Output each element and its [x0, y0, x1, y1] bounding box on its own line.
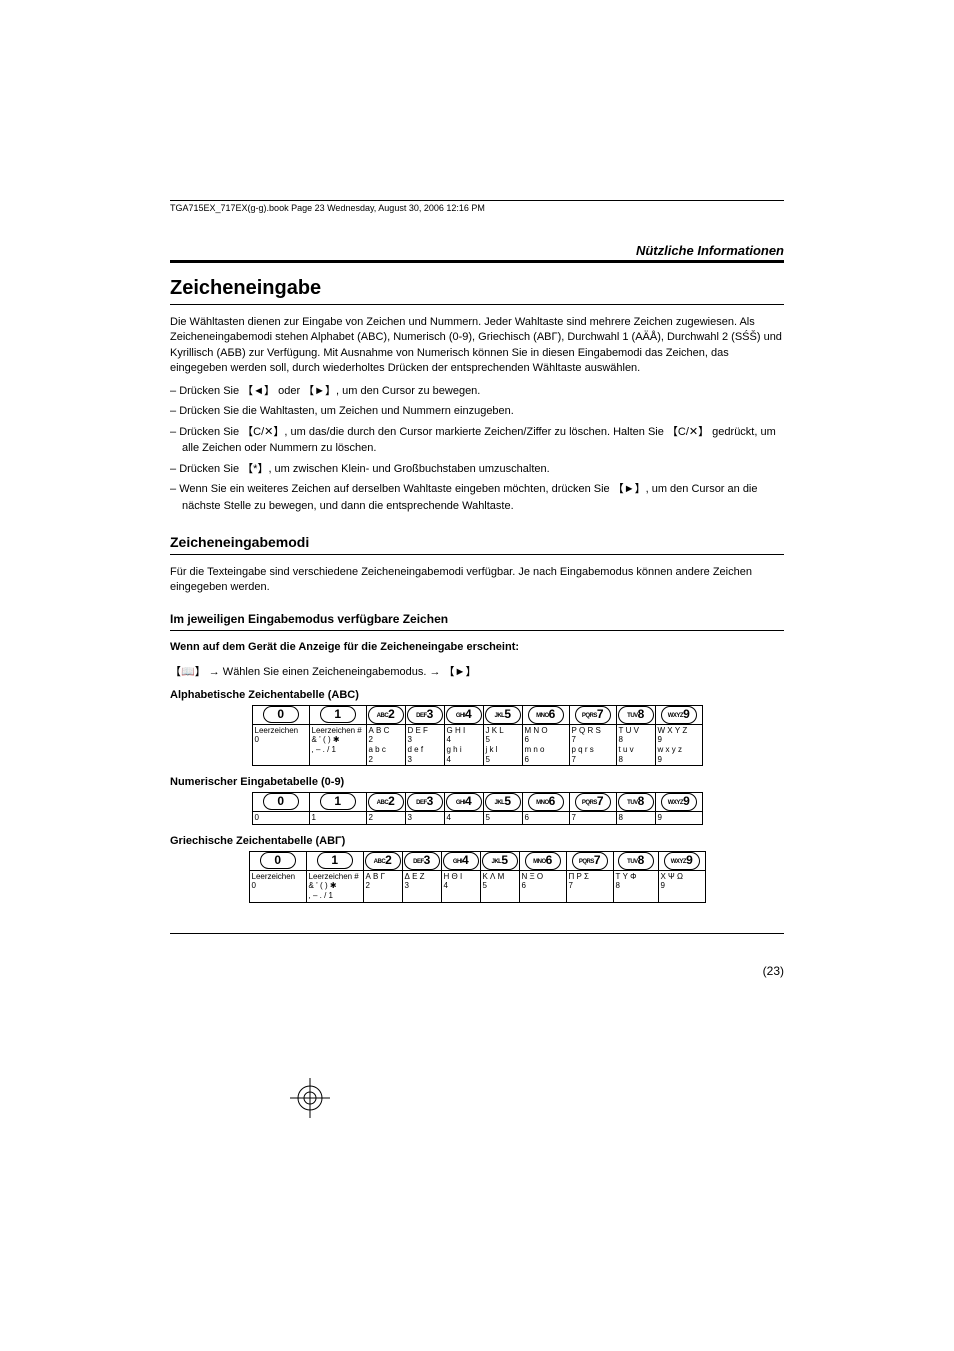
keycap-5-icon: JKL5	[482, 852, 518, 870]
keycap-8-icon: TUV8	[618, 706, 654, 724]
page-header-runner: TGA715EX_717EX(g-g).book Page 23 Wednesd…	[170, 200, 784, 213]
keycap-2-icon: ABC2	[365, 852, 401, 870]
keycap-9-icon: WXYZ9	[664, 852, 700, 870]
keycap-4-icon: GHI4	[446, 706, 482, 724]
list-item: Drücken Sie die Wahltasten, um Zeichen u…	[170, 403, 784, 420]
divider	[170, 630, 784, 631]
keycap-1-icon: 1	[320, 793, 356, 810]
table-title-num: Numerischer Eingabetabelle (0-9)	[170, 776, 784, 788]
table-cell: 7	[569, 812, 616, 825]
section-label: Nützliche Informationen	[170, 243, 784, 258]
table-cell: Leerzeichen0	[249, 870, 306, 902]
keycap-1-icon: 1	[317, 852, 353, 869]
keycap-5-icon: JKL5	[485, 793, 521, 811]
keycap-1-icon: 1	[320, 706, 356, 723]
table-cell: Leerzeichen0	[252, 724, 309, 765]
list-item: Drücken Sie 【◄】 oder 【►】, um den Cursor …	[170, 383, 784, 400]
keycap-4-icon: GHI4	[446, 793, 482, 811]
char-table-greek: 0 1 ABC2DEF3GHI4JKL5 MNO6 PQRS7 TUV8 WXYZ9 Leer…	[249, 851, 706, 903]
table-cell: J K L5j k l5	[483, 724, 522, 765]
table-cell: Κ Λ Μ5	[480, 870, 519, 902]
char-table-abc: 0 1 ABC2DEF3GHI4JKL5 MNO6 PQRS7 TUV8 WXYZ9 Leer…	[252, 705, 703, 766]
registration-mark	[290, 1078, 330, 1118]
table-cell: Χ Ψ Ω9	[658, 870, 705, 902]
table-cell: W X Y Z9w x y z9	[655, 724, 702, 765]
instruction-list: Drücken Sie 【◄】 oder 【►】, um den Cursor …	[170, 383, 784, 515]
table-cell: Leerzeichen #& ’ ( ) ✱, – . / 1	[309, 724, 366, 765]
keycap-0-icon: 0	[263, 706, 299, 723]
keycap-8-icon: TUV8	[618, 793, 654, 811]
divider	[170, 304, 784, 305]
keycap-7-icon: PQRS7	[575, 793, 611, 811]
keycap-2-icon: ABC2	[368, 706, 404, 724]
modi-paragraph: Für die Texteingabe sind verschiedene Ze…	[170, 565, 784, 596]
keycap-2-icon: ABC2	[368, 793, 404, 811]
table-cell: Leerzeichen #& ’ ( ) ✱, – . / 1	[306, 870, 363, 902]
char-table-num: 01ABC2DEF3GHI4JKL5MNO6PQRS7TUV8WXYZ90123…	[252, 792, 703, 825]
table-cell: Π Ρ Σ7	[566, 870, 613, 902]
table-cell: M N O6m n o6	[522, 724, 569, 765]
keycap-6-icon: MNO6	[525, 852, 561, 870]
table-cell: 6	[522, 812, 569, 825]
table-cell: 3	[405, 812, 444, 825]
keycap-0-icon: 0	[263, 793, 299, 810]
table-cell: 9	[655, 812, 702, 825]
table-title-abc: Alphabetische Zeichentabelle (ABC)	[170, 689, 784, 701]
list-item: Drücken Sie 【C/✕】, um das/die durch den …	[170, 424, 784, 457]
table-cell: A B C2a b c2	[366, 724, 405, 765]
page-title: Zeicheneingabe	[170, 277, 784, 300]
table-cell: G H I4g h i4	[444, 724, 483, 765]
divider	[170, 933, 784, 934]
select-line: 【📖】 → Wählen Sie einen Zeicheneingabemod…	[170, 663, 784, 679]
keycap-7-icon: PQRS7	[575, 706, 611, 724]
keycap-3-icon: DEF3	[404, 852, 440, 870]
table-cell: 2	[366, 812, 405, 825]
keycap-3-icon: DEF3	[407, 793, 443, 811]
keycap-9-icon: WXYZ9	[661, 706, 697, 724]
table-cell: T U V8t u v8	[616, 724, 655, 765]
keycap-0-icon: 0	[260, 852, 296, 869]
divider	[170, 554, 784, 555]
keycap-7-icon: PQRS7	[572, 852, 608, 870]
keycap-5-icon: JKL5	[485, 706, 521, 724]
subheading-modi: Zeicheneingabemodi	[170, 534, 784, 550]
keycap-6-icon: MNO6	[528, 706, 564, 724]
when-line: Wenn auf dem Gerät die Anzeige für die Z…	[170, 641, 784, 653]
keycap-8-icon: TUV8	[618, 852, 654, 870]
table-cell: 4	[444, 812, 483, 825]
divider	[170, 260, 784, 263]
table-cell: Δ Ε Ζ3	[402, 870, 441, 902]
intro-paragraph: Die Wähltasten dienen zur Eingabe von Ze…	[170, 315, 784, 377]
table-title-greek: Griechische Zeichentabelle (ΑΒΓ)	[170, 835, 784, 847]
page-number: (23)	[170, 964, 784, 978]
table-cell: 0	[252, 812, 309, 825]
subheading-available: Im jeweiligen Eingabemodus verfügbare Ze…	[170, 612, 784, 626]
list-item: Wenn Sie ein weiteres Zeichen auf dersel…	[170, 481, 784, 514]
table-cell: Η Θ Ι4	[441, 870, 480, 902]
table-cell: P Q R S7p q r s7	[569, 724, 616, 765]
keycap-4-icon: GHI4	[443, 852, 479, 870]
keycap-6-icon: MNO6	[528, 793, 564, 811]
table-cell: 5	[483, 812, 522, 825]
table-cell: Τ Υ Φ8	[613, 870, 658, 902]
table-cell: Α Β Γ2	[363, 870, 402, 902]
table-cell: 1	[309, 812, 366, 825]
table-cell: Ν Ξ Ο6	[519, 870, 566, 902]
keycap-3-icon: DEF3	[407, 706, 443, 724]
table-cell: 8	[616, 812, 655, 825]
table-cell: D E F3d e f3	[405, 724, 444, 765]
list-item: Drücken Sie 【*】, um zwischen Klein- und …	[170, 461, 784, 478]
keycap-9-icon: WXYZ9	[661, 793, 697, 811]
